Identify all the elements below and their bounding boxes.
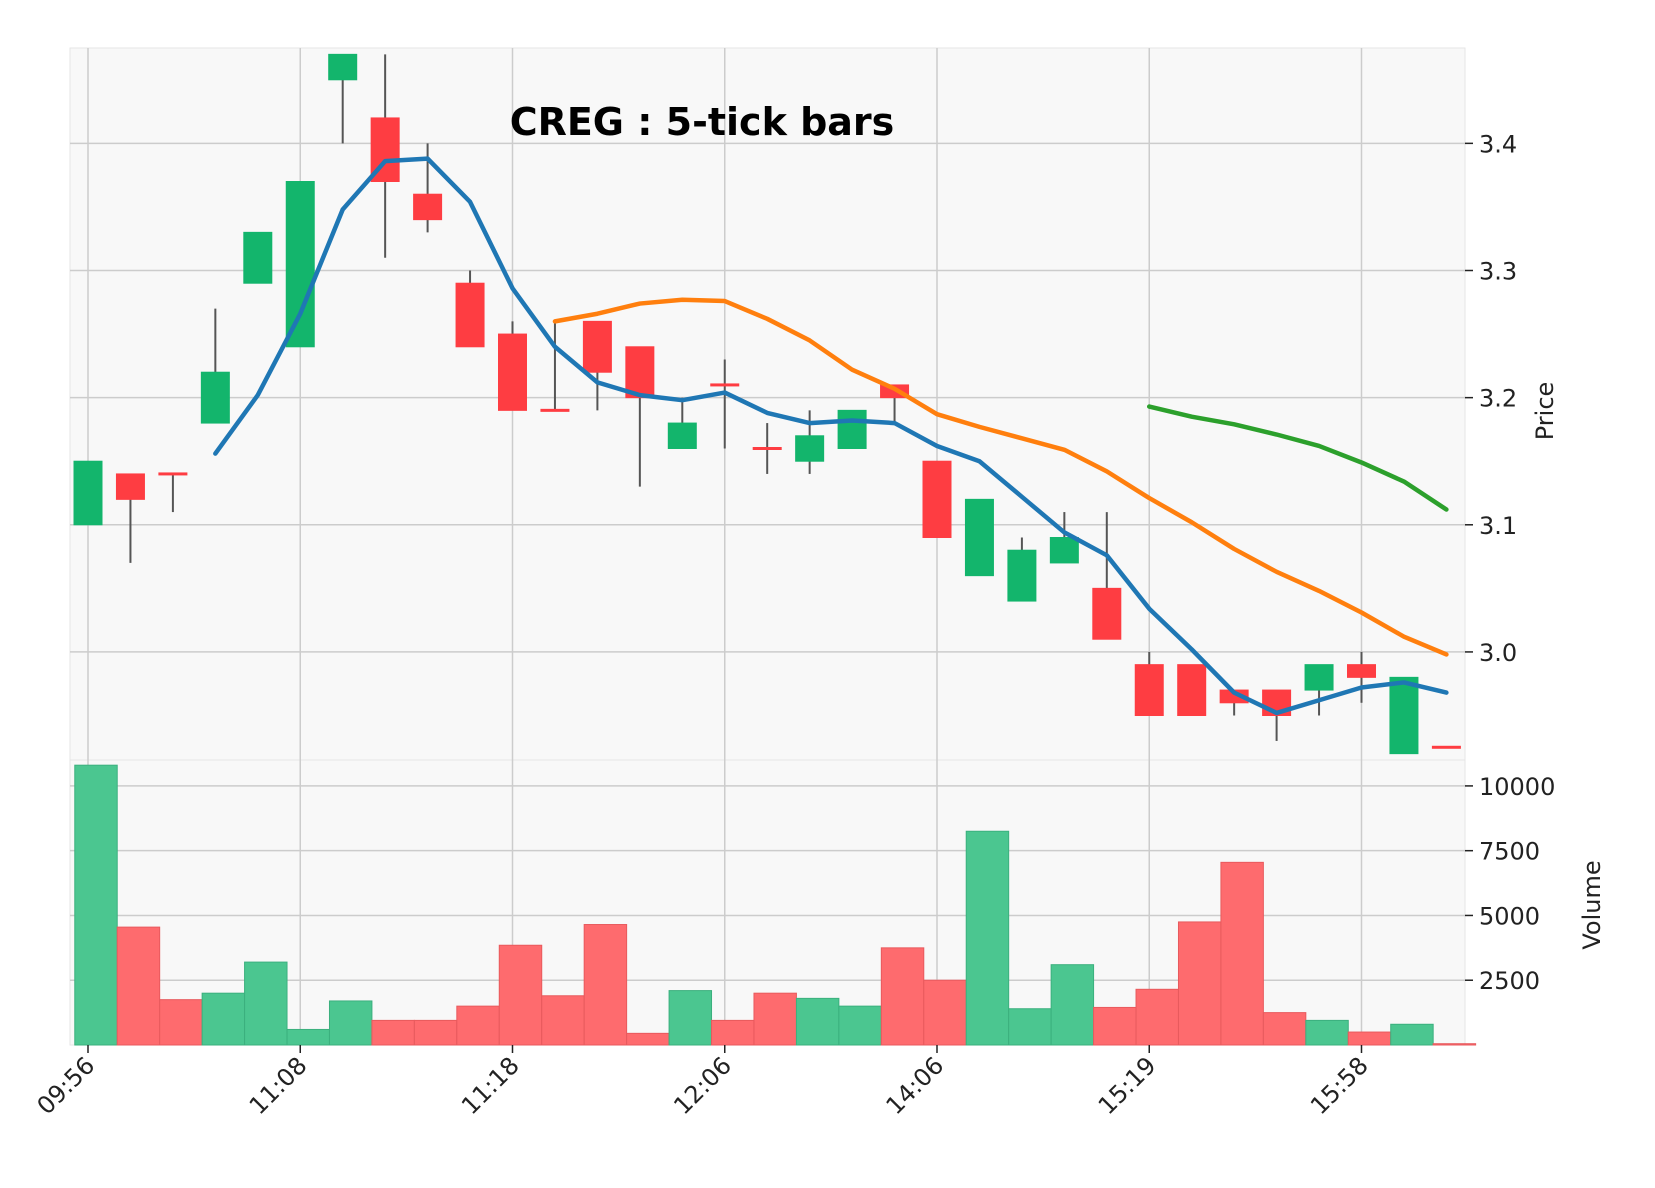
candle-body xyxy=(413,193,443,221)
volume-bar xyxy=(201,992,246,1046)
volume-bar xyxy=(795,997,840,1046)
x-tick-label: 11:08 xyxy=(244,1051,313,1120)
volume-bar xyxy=(1135,988,1179,1046)
price-tick-label: 3.2 xyxy=(1479,385,1517,413)
candle-body xyxy=(540,408,570,412)
volume-bar xyxy=(371,1019,415,1046)
candle-body xyxy=(837,409,867,450)
volume-bar xyxy=(626,1032,670,1046)
candle-body xyxy=(1389,676,1419,755)
volume-bar xyxy=(456,1005,500,1046)
volume-bar xyxy=(1050,964,1095,1046)
volume-bar xyxy=(1347,1031,1392,1046)
volume-tick-label: 5000 xyxy=(1479,902,1540,930)
moving-average-lines xyxy=(213,156,1449,716)
volume-bar xyxy=(1177,921,1222,1046)
volume-bar xyxy=(1390,1023,1434,1046)
volume-bar xyxy=(711,1019,755,1046)
candle-body xyxy=(1347,664,1376,678)
chart-title: CREG : 5-tick bars xyxy=(510,100,895,144)
candles xyxy=(73,53,1461,755)
candle-body xyxy=(667,422,697,450)
volume-tick-label: 7500 xyxy=(1479,838,1540,866)
candle-body xyxy=(1134,664,1164,717)
x-tick-label: 09:56 xyxy=(32,1051,101,1120)
volume-bar xyxy=(1432,1043,1477,1046)
price-tick-label: 3.4 xyxy=(1479,130,1517,158)
candle-body xyxy=(158,472,188,476)
price-panel xyxy=(69,47,1466,761)
volume-bar xyxy=(1262,1012,1307,1046)
volume-bar xyxy=(753,992,797,1046)
candle-body xyxy=(1304,664,1334,691)
volume-bar xyxy=(1093,1006,1137,1046)
ma-short-line xyxy=(213,156,1449,716)
candle-body xyxy=(498,333,527,411)
candle-body xyxy=(922,460,952,539)
ma-mid-line xyxy=(552,297,1449,657)
volume-bar xyxy=(668,990,713,1046)
volume-bar xyxy=(1008,1008,1052,1046)
price-tick-label: 3.0 xyxy=(1479,639,1517,667)
volume-bar xyxy=(159,999,203,1046)
price-axis-label: Price xyxy=(1531,382,1559,441)
candle-body xyxy=(582,320,612,373)
candle-body xyxy=(328,53,358,81)
candle-body xyxy=(115,473,145,500)
x-tick-label: 12:06 xyxy=(668,1051,737,1120)
volume-bar xyxy=(498,944,543,1046)
candle-body xyxy=(1007,549,1037,602)
volume-tick-label: 2500 xyxy=(1479,967,1540,995)
volume-axis-label: Volume xyxy=(1578,860,1606,949)
x-tick-label: 15:19 xyxy=(1093,1051,1162,1120)
volume-tick-label: 10000 xyxy=(1479,773,1555,801)
volume-bar xyxy=(1220,861,1264,1046)
volume-bar xyxy=(116,926,161,1046)
volume-bar xyxy=(74,764,118,1046)
volume-bar xyxy=(838,1005,882,1046)
candle-body xyxy=(795,435,825,462)
volume-bar xyxy=(328,1000,373,1046)
volume-bars xyxy=(74,764,1477,1046)
candle-body xyxy=(752,447,782,450)
x-tick-label: 15:58 xyxy=(1305,1051,1374,1120)
x-tick-label: 14:06 xyxy=(881,1051,950,1120)
candle-body xyxy=(243,231,273,284)
volume-bar xyxy=(541,995,585,1046)
volume-bar xyxy=(244,961,288,1046)
candle-body xyxy=(710,383,740,387)
x-tick-label: 11:18 xyxy=(456,1051,525,1120)
price-tick-label: 3.1 xyxy=(1479,512,1517,540)
candle-body xyxy=(285,181,315,348)
grid-lines xyxy=(70,48,1465,1045)
candle-body xyxy=(1177,664,1207,717)
ma-long-line xyxy=(1147,404,1449,512)
candle-body xyxy=(625,346,655,399)
volume-bar xyxy=(286,1028,330,1046)
candle-body xyxy=(1431,745,1461,749)
candle-body xyxy=(455,282,485,348)
volume-bar xyxy=(880,947,925,1046)
candle-body xyxy=(1092,587,1122,640)
volume-bar xyxy=(583,924,628,1046)
volume-bar xyxy=(413,1019,458,1046)
candle-body xyxy=(1049,537,1079,564)
candle-body xyxy=(964,498,994,577)
volume-bar xyxy=(923,979,967,1046)
volume-bar xyxy=(965,830,1010,1046)
candle-body xyxy=(200,371,230,424)
candle-body xyxy=(73,460,103,526)
volume-bar xyxy=(1305,1019,1349,1046)
price-tick-label: 3.3 xyxy=(1479,258,1517,286)
